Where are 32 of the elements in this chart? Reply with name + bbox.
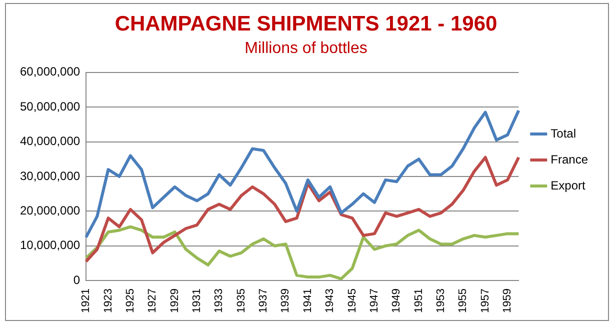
x-tick-label: 1947 — [368, 288, 380, 314]
x-tick-label: 1949 — [390, 288, 403, 314]
x-tick-label: 1959 — [502, 288, 514, 314]
x-tick-label: 1953 — [435, 288, 448, 314]
chart-subtitle: Millions of bottles — [244, 40, 368, 58]
x-tick-label: 1925 — [124, 288, 136, 314]
x-tick-label: 1921 — [80, 288, 92, 314]
x-tick-label: 1937 — [258, 288, 270, 314]
y-tick-label: 20,000,000 — [20, 203, 80, 218]
y-tick-label: 50,000,000 — [20, 99, 80, 114]
y-tick-label: 0 — [73, 272, 80, 287]
x-tick-label: 1933 — [213, 288, 226, 314]
x-tick-label: 1923 — [102, 288, 114, 314]
x-tick-label: 1929 — [168, 288, 181, 314]
chart-title: CHAMPAGNE SHIPMENTS 1921 - 1960 — [114, 12, 498, 36]
x-tick-label: 1941 — [302, 288, 314, 314]
legend-label: Total — [550, 126, 576, 140]
x-tick-label: 1943 — [324, 288, 336, 314]
x-tick-label: 1955 — [457, 288, 470, 314]
legend-label: Export — [550, 178, 586, 192]
x-tick-label: 1945 — [346, 288, 358, 314]
y-tick-label: 40,000,000 — [20, 134, 80, 148]
x-tick-label: 1935 — [235, 288, 248, 314]
legend-label: France — [550, 152, 588, 166]
y-tick-label: 30,000,000 — [20, 168, 80, 183]
x-tick-label: 1927 — [146, 288, 159, 314]
x-tick-label: 1957 — [479, 288, 492, 314]
x-tick-label: 1931 — [191, 288, 204, 314]
x-tick-label: 1951 — [412, 288, 425, 314]
x-tick-label: 1939 — [280, 288, 292, 314]
y-tick-label: 60,000,000 — [20, 64, 80, 79]
y-tick-label: 10,000,000 — [20, 238, 80, 252]
